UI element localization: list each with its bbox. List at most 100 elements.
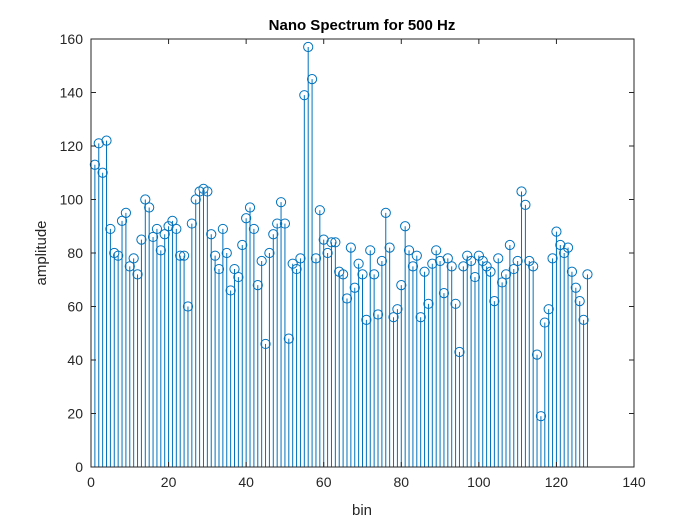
stem-marker <box>403 245 415 256</box>
stem-point <box>551 226 562 467</box>
stem-marker <box>411 250 422 261</box>
stem-point <box>570 282 581 467</box>
stem-marker <box>233 271 244 283</box>
stem-marker <box>171 223 182 235</box>
stem-point <box>182 301 194 467</box>
stem-marker <box>101 135 112 146</box>
y-tick-label: 40 <box>67 352 83 368</box>
stem-point <box>147 231 159 467</box>
stem-marker <box>442 253 453 264</box>
stem-point <box>128 253 139 467</box>
stem-point <box>353 258 364 467</box>
stem-marker <box>450 298 461 309</box>
stem-marker <box>283 333 294 344</box>
stem-marker <box>210 250 221 261</box>
stem-point <box>206 229 217 467</box>
stem-marker <box>531 349 543 360</box>
stem-point <box>520 199 531 467</box>
stem-marker <box>306 74 318 85</box>
stem-marker <box>151 223 163 235</box>
stem-point <box>120 207 132 467</box>
stem-series <box>89 41 593 467</box>
stem-point <box>136 234 147 467</box>
stem-point <box>322 247 333 467</box>
stem-marker <box>163 221 174 232</box>
stem-marker <box>318 234 329 245</box>
stem-marker <box>322 247 333 259</box>
stem-point <box>268 229 279 467</box>
stem-marker <box>244 202 256 213</box>
stem-point <box>248 223 259 467</box>
stem-marker <box>299 90 310 101</box>
stem-point <box>217 223 228 467</box>
stem-marker <box>105 223 116 235</box>
stem-point <box>477 255 488 467</box>
stem-marker <box>217 223 228 235</box>
stem-marker <box>388 312 399 323</box>
stem-marker <box>462 250 473 261</box>
stem-point <box>190 194 201 467</box>
stem-point <box>466 255 477 467</box>
stem-point <box>458 261 469 467</box>
stem-marker <box>419 266 430 277</box>
y-tick-label: 80 <box>67 245 83 261</box>
stem-marker <box>369 269 380 280</box>
stem-point <box>171 223 182 467</box>
stem-point <box>469 271 481 467</box>
stem-marker <box>539 317 550 328</box>
stem-point <box>291 263 302 467</box>
stem-marker <box>260 338 271 350</box>
stem-marker <box>512 255 523 267</box>
stem-marker <box>303 41 314 53</box>
stem-point <box>345 242 356 467</box>
y-axis-label: amplitude <box>33 220 50 285</box>
stem-point <box>256 255 267 467</box>
stem-point <box>233 271 244 467</box>
stem-marker <box>431 245 442 256</box>
stem-point <box>396 280 407 467</box>
stem-marker <box>438 288 450 299</box>
stem-point <box>372 309 384 467</box>
stem-marker <box>469 271 481 283</box>
stem-marker <box>524 255 535 267</box>
stem-marker <box>466 255 477 267</box>
stem-marker <box>147 231 159 243</box>
stem-marker <box>372 309 384 320</box>
y-tick-label: 140 <box>60 85 84 101</box>
stem-point <box>151 223 163 467</box>
stem-marker <box>202 186 213 197</box>
stem-marker <box>570 282 581 293</box>
stem-marker <box>225 285 236 296</box>
stem-marker <box>454 346 465 358</box>
stem-marker <box>97 167 108 178</box>
stem-point <box>582 269 593 467</box>
stem-point <box>489 296 500 467</box>
stem-marker <box>241 213 252 224</box>
stem-marker <box>516 186 527 197</box>
stem-point <box>279 218 291 467</box>
stem-point <box>411 250 422 467</box>
stem-point <box>140 194 151 467</box>
stem-marker <box>167 215 178 226</box>
stem-marker <box>89 159 100 170</box>
stem-marker <box>113 250 124 261</box>
x-tick-label: 20 <box>161 474 177 490</box>
stem-marker <box>551 226 562 237</box>
stem-marker <box>264 247 275 259</box>
stem-marker <box>365 245 376 256</box>
stem-point <box>384 242 395 467</box>
stem-point <box>365 245 376 467</box>
stem-point <box>543 304 554 467</box>
y-tick-label: 0 <box>75 459 83 475</box>
stem-point <box>237 239 248 467</box>
stem-point <box>516 186 527 467</box>
stem-point <box>241 213 252 467</box>
stem-point <box>113 250 124 467</box>
stem-marker <box>400 221 411 232</box>
stem-marker <box>407 261 419 272</box>
x-axis-label: bin <box>352 502 372 519</box>
stem-point <box>508 263 519 467</box>
stem-point <box>144 202 155 467</box>
stem-point <box>559 247 570 467</box>
